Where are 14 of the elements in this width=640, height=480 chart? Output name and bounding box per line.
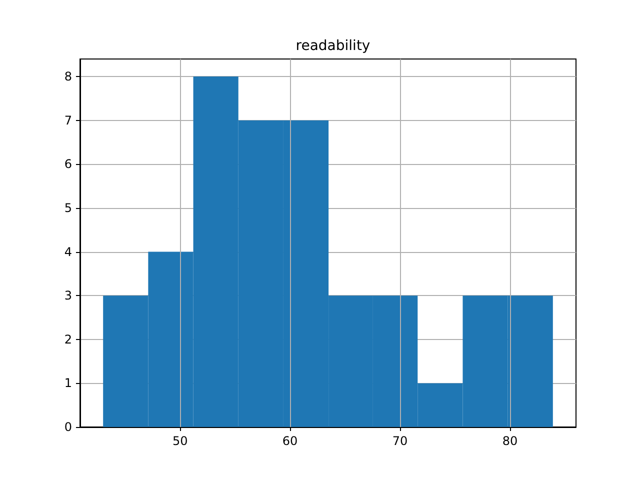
y-tick-label: 2 — [64, 332, 72, 346]
y-tick-label: 5 — [64, 200, 72, 215]
x-tick-label: 80 — [502, 434, 518, 448]
chart-title: readability — [296, 38, 370, 54]
x-tick-label: 60 — [282, 434, 298, 448]
y-tick-label: 4 — [64, 244, 72, 259]
y-tick-label: 3 — [64, 288, 72, 303]
x-tick-label: 70 — [392, 434, 408, 448]
y-tick-label: 1 — [64, 376, 72, 390]
y-tick-label: 0 — [64, 420, 72, 434]
x-tick-label: 50 — [172, 434, 188, 448]
y-tick-label: 8 — [64, 70, 72, 84]
y-tick-label: 7 — [64, 113, 72, 128]
y-tick-label: 6 — [64, 157, 72, 172]
